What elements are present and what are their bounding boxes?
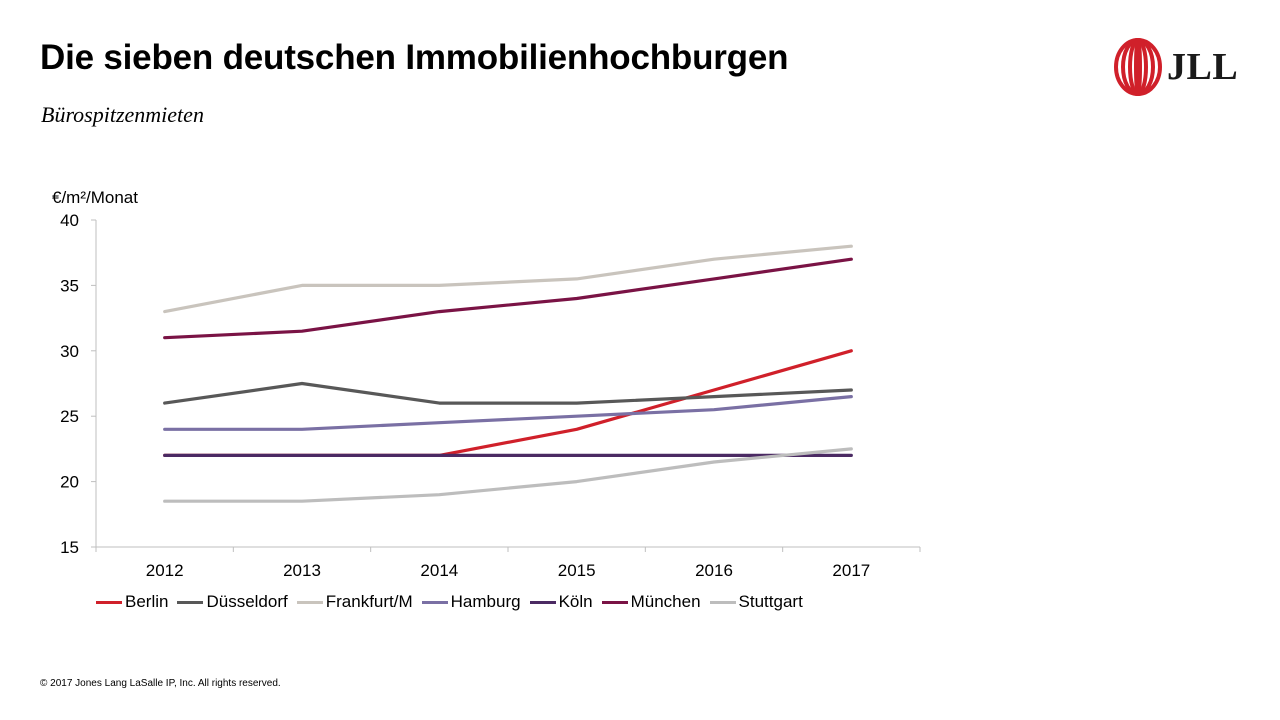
legend-swatch <box>177 600 204 604</box>
legend-label: Düsseldorf <box>206 592 288 611</box>
page-title: Die sieben deutschen Immobilienhochburge… <box>40 38 789 77</box>
legend-item: Köln <box>529 592 593 612</box>
legend-label: Köln <box>558 592 593 611</box>
x-tick-label: 2016 <box>695 561 733 580</box>
legend-label: München <box>630 592 701 611</box>
series-line-düsseldorf <box>163 381 853 405</box>
logo-text: JLL <box>1167 46 1239 88</box>
copyright-notice: © 2017 Jones Lang LaSalle IP, Inc. All r… <box>40 678 281 689</box>
x-tick-label: 2013 <box>283 561 321 580</box>
legend-item: Frankfurt/M <box>296 592 413 612</box>
legend-swatch <box>296 600 323 604</box>
legend-label: Hamburg <box>450 592 521 611</box>
legend-swatch <box>421 600 448 604</box>
y-axis-label: €/m²/Monat <box>52 188 138 207</box>
legend-item: Berlin <box>96 592 168 612</box>
legend-item: Stuttgart <box>709 592 803 612</box>
y-tick-label: 40 <box>60 211 79 230</box>
legend-item: München <box>601 592 701 612</box>
legend-swatch <box>709 600 736 604</box>
x-tick-label: 2014 <box>420 561 458 580</box>
jll-logo: JLL <box>1113 36 1243 98</box>
legend-label: Berlin <box>125 592 169 611</box>
x-tick-label: 2012 <box>146 561 184 580</box>
series-line-frankfurt-m <box>163 244 853 314</box>
legend-swatch <box>529 600 556 604</box>
series-line-hamburg <box>163 395 853 431</box>
legend-swatch <box>601 600 628 604</box>
y-tick-label: 35 <box>60 276 79 295</box>
legend-swatch <box>96 600 122 604</box>
y-tick-label: 30 <box>60 342 79 361</box>
legend-label: Frankfurt/M <box>325 592 413 611</box>
legend-item: Hamburg <box>421 592 521 612</box>
series-line-stuttgart <box>163 447 853 503</box>
x-tick-label: 2015 <box>558 561 596 580</box>
jll-ribbon-icon <box>1114 38 1162 96</box>
x-tick-label: 2017 <box>832 561 870 580</box>
chart-legend: Berlin Düsseldorf Frankfurt/M Hamburg Köln Mü… <box>96 592 812 612</box>
page-subtitle: Bürospitzenmieten <box>41 102 204 127</box>
y-tick-label: 25 <box>60 407 79 426</box>
y-tick-label: 20 <box>60 473 79 492</box>
series-line-münchen <box>163 257 853 340</box>
legend-item: Düsseldorf <box>177 592 288 612</box>
y-tick-label: 15 <box>60 538 79 557</box>
legend-label: Stuttgart <box>738 592 803 611</box>
